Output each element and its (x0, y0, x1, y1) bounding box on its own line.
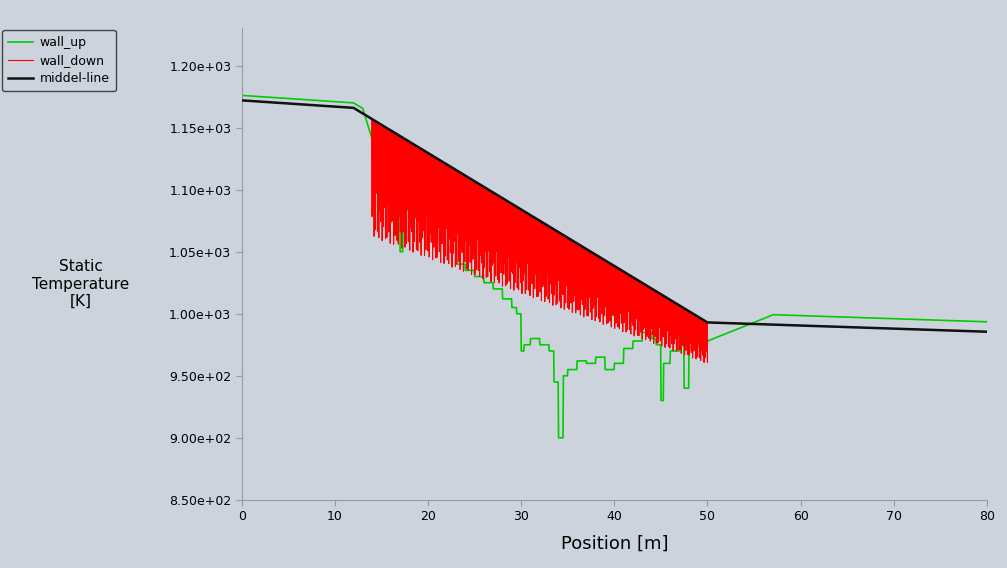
wall_up (960, 318, 972, 324)
middel-line (537, 219, 549, 226)
middel-line (564, 236, 576, 243)
wall_up (598, 354, 610, 361)
wall_up (553, 435, 565, 441)
middel-line (747, 320, 759, 327)
middel-line (981, 328, 993, 335)
middel-line (236, 97, 248, 104)
wall_down (585, 262, 597, 269)
Line: middel-line: middel-line (242, 101, 987, 332)
wall_down (561, 274, 573, 281)
Line: wall_up: wall_up (242, 95, 987, 438)
middel-line (817, 323, 829, 329)
wall_up (823, 313, 835, 320)
wall_down (244, 98, 256, 105)
wall_down (686, 310, 698, 316)
wall_up (960, 318, 972, 324)
wall_down (702, 359, 714, 366)
wall_down (493, 193, 506, 200)
wall_down (236, 97, 248, 104)
middel-line (312, 102, 324, 109)
middel-line (830, 323, 842, 330)
wall_up (236, 92, 248, 99)
wall_up (579, 357, 591, 364)
wall_up (274, 94, 286, 101)
wall_up (981, 319, 993, 325)
X-axis label: Position [m]: Position [m] (561, 534, 668, 552)
Line: wall_down: wall_down (242, 101, 987, 362)
wall_down (536, 219, 548, 225)
Legend: wall_up, wall_down, middel-line: wall_up, wall_down, middel-line (2, 30, 116, 91)
Text: Static
Temperature
[K]: Static Temperature [K] (32, 259, 129, 309)
wall_down (981, 328, 993, 335)
